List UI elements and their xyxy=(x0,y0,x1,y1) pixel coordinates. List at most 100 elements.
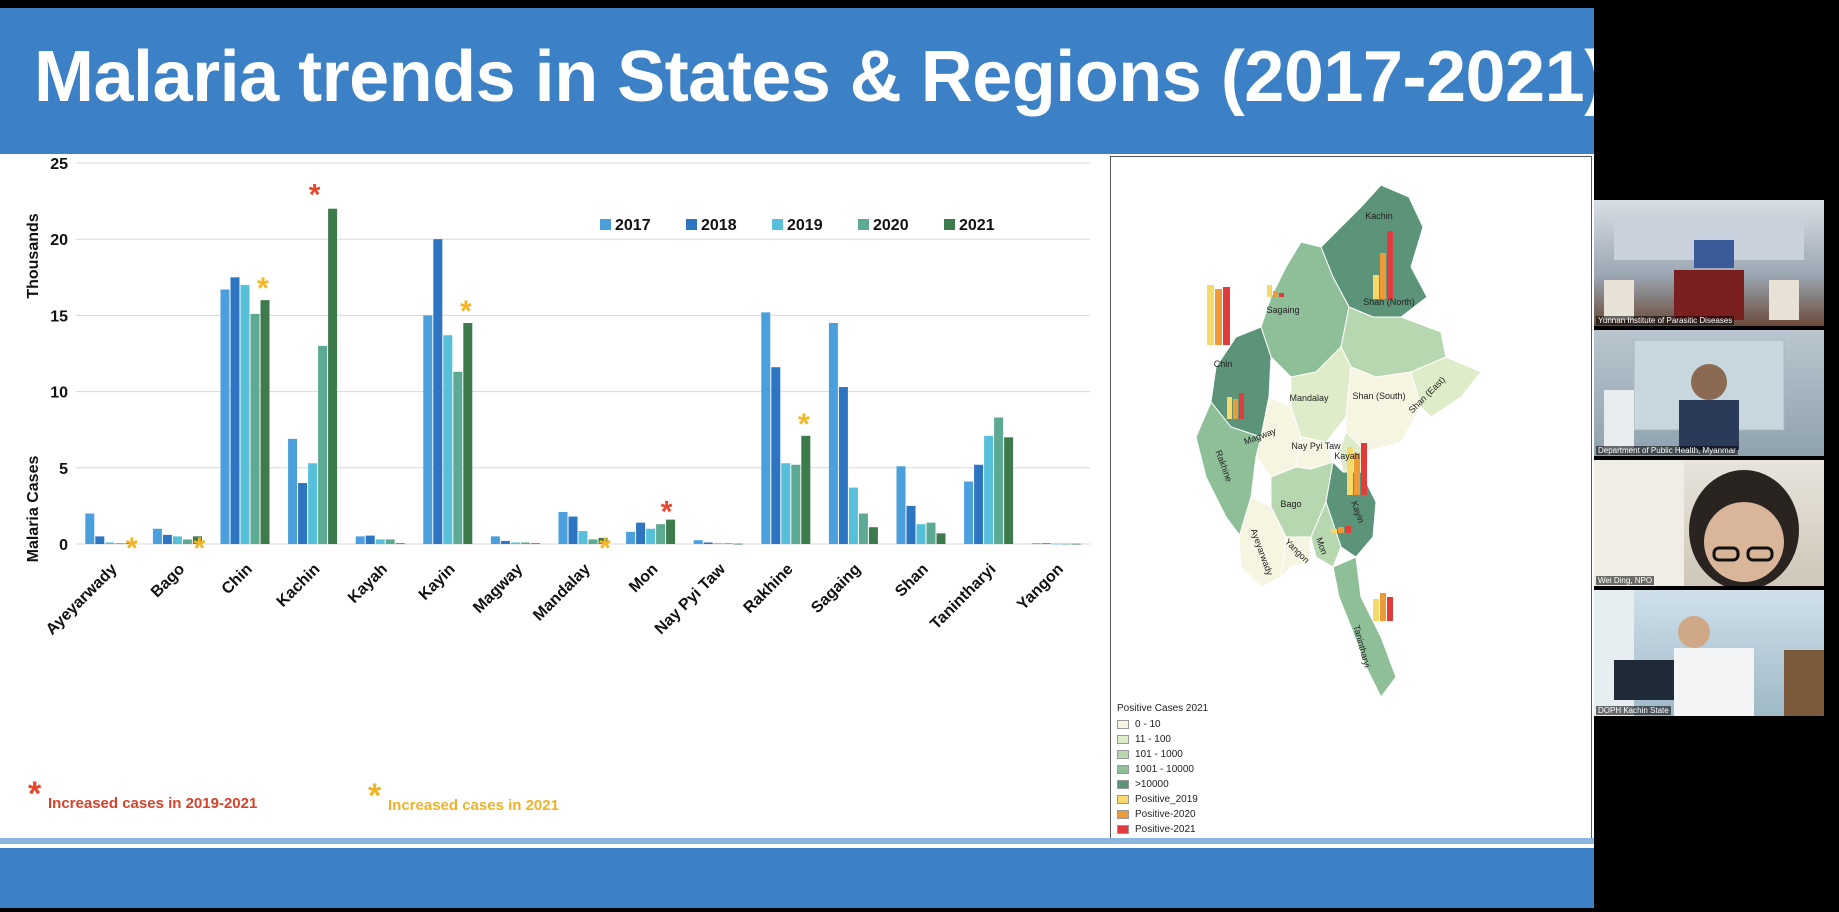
legend-label: 2020 xyxy=(873,217,909,234)
map-bars-kayin xyxy=(1347,443,1367,495)
map-label: Kayah xyxy=(1334,451,1360,461)
map-bars-rakhine xyxy=(1227,393,1244,419)
bar-2020-kayin xyxy=(453,371,463,544)
bar-2018-bago xyxy=(162,534,172,544)
legend-swatch xyxy=(944,219,955,230)
bar-2018-mon xyxy=(636,522,646,544)
bar-2018-mandalay xyxy=(568,516,578,544)
map-legend-swatch xyxy=(1117,720,1129,729)
bar-2018-kayah xyxy=(365,535,375,544)
participant-tile[interactable]: DOPH Kachin State xyxy=(1594,590,1824,716)
bar-2020-chin xyxy=(250,313,260,544)
y-tick-label: 0 xyxy=(59,537,68,554)
marker-yellow-rakhine: * xyxy=(798,408,810,441)
participant-tile[interactable]: Wei Ding, NPO xyxy=(1594,460,1824,586)
bar-2020-kachin xyxy=(318,345,328,544)
legend-swatch xyxy=(858,219,869,230)
x-tick-label: Ayeyarwady xyxy=(43,561,121,639)
map-legend-swatch xyxy=(1117,825,1129,834)
bar-2020-rakhine xyxy=(791,464,801,544)
marker-red-kachin: * xyxy=(309,179,321,212)
participant-name: Yunnan Institute of Parasitic Diseases xyxy=(1596,316,1735,325)
y-tick-label: 20 xyxy=(50,232,68,249)
bar-2020-tanintharyi xyxy=(994,417,1004,544)
map-legend-label: >10000 xyxy=(1135,779,1169,790)
x-tick-label: Rakhine xyxy=(741,561,797,617)
map-legend-items: 0 - 10 11 - 100 101 - 1000 1001 - 10000 >100… xyxy=(1117,717,1208,837)
marker-yellow-bago: * xyxy=(194,532,206,565)
bar-2017-sagaing xyxy=(828,323,838,544)
x-tick-label: Magway xyxy=(470,561,526,617)
map-legend-label: Positive-2021 xyxy=(1135,824,1196,835)
note-red-text: Increased cases in 2019-2021 xyxy=(48,795,257,812)
myanmar-map: Kachin Sagaing Shan (North) Chin Mandalay Sha… xyxy=(1195,184,1482,698)
chart-legend: 2017 2018 2019 2020 2021 xyxy=(600,217,995,234)
bar-2018-tanintharyi xyxy=(974,464,984,544)
bar-2018-yangon xyxy=(1041,543,1051,545)
participant-tile[interactable]: Yunnan Institute of Parasitic Diseases xyxy=(1594,200,1824,326)
map-bars-tanintharyi xyxy=(1373,593,1393,621)
note-red: * Increased cases in 2019-2021 xyxy=(28,775,257,813)
video-feed xyxy=(1604,220,1804,320)
map-label: Kachin xyxy=(1365,211,1393,221)
participant-video-strip: Yunnan Institute of Parasitic Diseases D… xyxy=(1594,200,1824,720)
bar-2018-sagaing xyxy=(838,387,848,544)
bar-2021-yangon xyxy=(1071,543,1081,545)
map-legend-item: 1001 - 10000 xyxy=(1117,762,1208,777)
participant-name: Department of Public Health, Myanmar xyxy=(1596,446,1738,455)
video-feed xyxy=(1604,339,1785,450)
bar-2017-ayeyarwady xyxy=(85,513,95,544)
x-tick-label: Chin xyxy=(219,561,256,598)
bar-2019-sagaing xyxy=(848,487,858,544)
map-label: Shan (South) xyxy=(1352,391,1405,401)
bar-2021-chin xyxy=(260,300,270,544)
map-region-shan-south xyxy=(1345,366,1422,453)
bar-2021-kayah xyxy=(395,543,405,545)
map-region-sagaing xyxy=(1260,241,1350,378)
map-region-mon xyxy=(1310,500,1342,568)
bar-2019-kayin xyxy=(443,335,453,544)
bar-2021-sagaing xyxy=(868,527,878,544)
y-tick-label: 25 xyxy=(50,156,68,173)
map-legend-label: Positive_2019 xyxy=(1135,794,1198,805)
legend-label: 2017 xyxy=(615,217,651,234)
bar-2020-shan xyxy=(926,522,936,544)
participant-name: DOPH Kachin State xyxy=(1596,706,1671,715)
bar-2017-kachin xyxy=(288,438,298,544)
bar-2020-nay-pyi-taw xyxy=(723,543,733,545)
x-tick-label: Sagaing xyxy=(808,561,864,617)
bar-2019-kayah xyxy=(375,539,385,544)
map-legend-item: 0 - 10 xyxy=(1117,717,1208,732)
map-legend-item: Positive-2021 xyxy=(1117,822,1208,837)
map-legend-swatch xyxy=(1117,780,1129,789)
bar-2018-ayeyarwady xyxy=(95,536,105,544)
marker-yellow-ayeyarwady: * xyxy=(126,532,138,565)
bar-2020-yangon xyxy=(1061,543,1071,545)
note-yellow: * Increased cases in 2021 xyxy=(368,777,559,815)
x-tick-label: Mon xyxy=(626,561,661,596)
participant-tile[interactable]: Department of Public Health, Myanmar xyxy=(1594,330,1824,456)
bar-2018-kayin xyxy=(433,239,443,544)
map-region-ayeyarwady xyxy=(1238,496,1287,588)
bar-2017-kayin xyxy=(423,315,433,544)
y-tick-label: 15 xyxy=(50,308,68,325)
map-bars-sagaing xyxy=(1267,285,1284,297)
bar-2020-mon xyxy=(656,524,666,544)
map-legend-swatch xyxy=(1117,735,1129,744)
bar-2019-magway xyxy=(510,542,520,544)
video-feed xyxy=(1594,590,1824,716)
bar-2019-chin xyxy=(240,284,250,544)
x-axis-labels: Ayeyarwady Bago Chin Kachin Kayah Kayin Magway… xyxy=(43,560,1067,638)
slide-title: Malaria trends in States & Regions (2017… xyxy=(34,37,1594,117)
legend-swatch xyxy=(772,219,783,230)
map-bars-chin xyxy=(1207,285,1230,345)
bar-2017-chin xyxy=(220,289,230,544)
bar-2020-sagaing xyxy=(858,513,868,544)
bar-2021-magway xyxy=(530,543,540,545)
legend-swatch xyxy=(686,219,697,230)
bar-2018-rakhine xyxy=(771,367,781,544)
chart-markers: * * * * * * * * xyxy=(126,179,810,565)
legend-label: 2019 xyxy=(787,217,823,234)
marker-yellow-mandalay: * xyxy=(599,532,611,565)
